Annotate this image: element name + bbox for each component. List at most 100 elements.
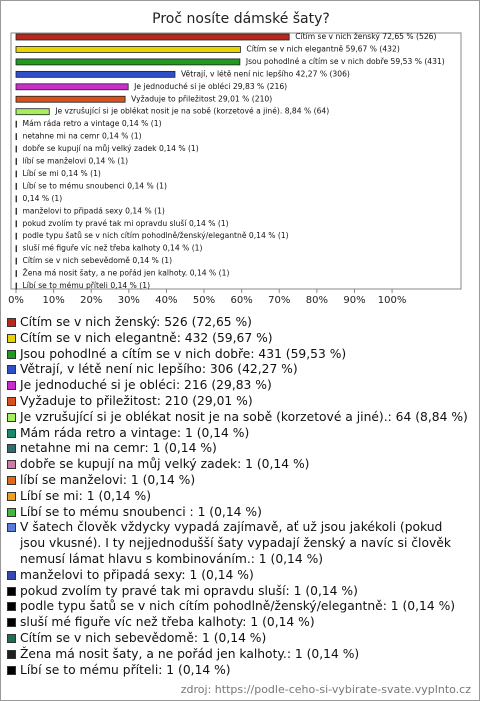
legend-label: líbí se manželovi: 1 (0,14 %) xyxy=(20,472,196,487)
bar-label: Je jednoduché si je obléci 29,83 % (216) xyxy=(133,82,287,91)
bar-value-label: 0,14 % (1) xyxy=(132,256,172,265)
bar-label: netahne mi na cemr 0,14 % (1) xyxy=(23,132,142,141)
bar-category: Líbí se mi xyxy=(23,169,59,178)
bar-category: Cítím se v nich sebevědomě xyxy=(23,256,131,265)
bar-category: netahne mi na cemr xyxy=(23,132,101,141)
bar-category: Větrají, v létě není nic lepšího xyxy=(181,69,294,78)
x-tick-label: 60% xyxy=(231,295,253,306)
legend-label: Cítím se v nich ženský: 526 (72,65 %) xyxy=(20,315,252,329)
legend-item: pokud zvolím ty pravé tak mi opravdu slu… xyxy=(7,584,469,600)
legend-item: Líbí se to mému snoubenci : 1 (0,14 %) xyxy=(7,505,469,521)
bar-category: Mám ráda retro a vintage xyxy=(23,119,120,128)
legend-item: líbí se manželovi: 1 (0,14 %) xyxy=(7,473,469,489)
bar-category: podle typu šatů se v nich cítím pohodlně… xyxy=(23,231,247,240)
bar-category: líbí se manželovi xyxy=(23,157,87,166)
legend-swatch xyxy=(7,460,16,470)
bar xyxy=(15,282,17,290)
legend-item: manželovi to připadá sexy: 1 (0,14 %) xyxy=(7,568,469,584)
legend-item: sluší mé figuře víc než třeba kalhoty: 1… xyxy=(7,615,469,631)
bar-value-label: 0,14 % (1) xyxy=(23,194,63,203)
bar-value-label: 0,14 % (1) xyxy=(125,206,165,215)
legend-label: Líbí se to mému příteli: 1 (0,14 %) xyxy=(20,662,231,677)
x-tick-label: 10% xyxy=(42,295,64,306)
legend-label: netahne mi na cemr: 1 (0,14 %) xyxy=(20,441,217,456)
x-tick-label: 30% xyxy=(118,295,140,306)
bar-label: sluší mé figuře víc než třeba kalhoty 0,… xyxy=(23,244,203,253)
bar xyxy=(15,195,17,203)
bar xyxy=(15,232,17,240)
bar xyxy=(15,182,17,190)
bar-label: Cítím se v nich sebevědomě 0,14 % (1) xyxy=(23,256,173,265)
bar-label: 0,14 % (1) xyxy=(23,194,63,203)
bar-value-label: 59,53 % (431) xyxy=(391,57,445,66)
legend-label: pokud zvolím ty pravé tak mi opravdu slu… xyxy=(20,583,358,598)
legend-swatch xyxy=(7,507,16,517)
bar-value-label: 0,14 % (1) xyxy=(102,132,142,141)
bar-value-label: 0,14 % (1) xyxy=(110,281,150,290)
bar-category: sluší mé figuře víc než třeba kalhoty xyxy=(23,244,161,253)
bar-category: dobře se kupují na můj velký zadek xyxy=(23,144,158,153)
legend-item: netahne mi na cemr: 1 (0,14 %) xyxy=(7,441,469,457)
bar xyxy=(15,158,17,165)
bar-value-label: 0,14 % (1) xyxy=(122,119,162,128)
bar-value-label: 0,14 % (1) xyxy=(249,231,289,240)
bar xyxy=(15,70,176,78)
bar-label: Vyžaduje to přiležitost 29,01 % (210) xyxy=(131,94,272,103)
x-tick-label: 80% xyxy=(306,295,328,306)
bar xyxy=(15,120,17,128)
legend-swatch xyxy=(7,618,16,628)
legend-swatch xyxy=(7,586,16,596)
bar xyxy=(15,220,17,228)
legend-label: Vyžaduje to přiležitost: 210 (29,01 %) xyxy=(20,393,253,408)
bar-value-label: 0,14 % (1) xyxy=(190,269,230,278)
legend-item: Líbí se to mému příteli: 1 (0,14 %) xyxy=(7,663,469,679)
bar-label: Líbí se to mému snoubenci 0,14 % (1) xyxy=(23,181,167,190)
bar-category: Cítím se v nich ženský xyxy=(295,32,380,41)
legend-swatch xyxy=(7,523,16,533)
legend-item: Žena má nosit šaty, a ne pořád jen kalho… xyxy=(7,647,469,663)
bar xyxy=(15,83,129,91)
bar xyxy=(15,170,17,178)
legend-swatch xyxy=(7,491,16,501)
bar-value-label: 8,84 % (64) xyxy=(285,107,330,116)
bar-label: Líbí se mi 0,14 % (1) xyxy=(23,169,101,178)
bar-value-label: 0,14 % (1) xyxy=(61,169,101,178)
legend-swatch xyxy=(7,633,16,643)
bar-value-label: 0,14 % (1) xyxy=(163,244,203,253)
bar xyxy=(15,46,241,53)
bar-category: Je vzrušující si je oblékat nosit je na … xyxy=(54,107,282,116)
legend-swatch xyxy=(7,396,16,406)
bar xyxy=(15,245,17,253)
legend-item: Větrají, v létě není nic lepšího: 306 (4… xyxy=(7,362,469,378)
bar-category: Je jednoduché si je obléci xyxy=(133,82,230,91)
bar-label: Je vzrušující si je oblékat nosit je na … xyxy=(54,107,329,116)
x-tick-label: 70% xyxy=(268,295,290,306)
legend-swatch xyxy=(7,665,16,675)
bar xyxy=(15,95,126,103)
bar-value-label: 29,01 % (210) xyxy=(218,94,272,103)
legend-swatch xyxy=(7,365,16,375)
legend-swatch xyxy=(7,318,16,327)
bar xyxy=(15,257,17,265)
legend-label: podle typu šatů se v nich cítím pohodlně… xyxy=(20,599,456,614)
legend-item: Cítím se v nich elegantně: 432 (59,67 %) xyxy=(7,331,469,347)
bar-category: Jsou pohodlné a cítím se v nich dobře xyxy=(245,57,389,66)
x-tick-label: 50% xyxy=(193,295,215,306)
bar-value-label: 0,14 % (1) xyxy=(189,219,229,228)
chart-title: Proč nosíte dámské šaty? xyxy=(152,11,330,27)
bar xyxy=(15,108,50,116)
legend-swatch xyxy=(7,349,16,359)
legend-label: Cítím se v nich sebevědomě: 1 (0,14 %) xyxy=(20,630,267,645)
bar-label: manželovi to připadá sexy 0,14 % (1) xyxy=(23,206,165,215)
legend-item: Jsou pohodlné a cítím se v nich dobře: 4… xyxy=(7,347,469,363)
bar xyxy=(15,133,17,141)
legend-item: Líbí se mi: 1 (0,14 %) xyxy=(7,489,469,505)
legend-item: Mám ráda retro a vintage: 1 (0,14 %) xyxy=(7,426,469,442)
legend-label: dobře se kupují na můj velký zadek: 1 (0… xyxy=(20,457,310,472)
bar-label: Jsou pohodlné a cítím se v nich dobře 59… xyxy=(245,57,445,66)
legend-label: Líbí se to mému snoubenci : 1 (0,14 %) xyxy=(20,504,262,519)
legend-label: Mám ráda retro a vintage: 1 (0,14 %) xyxy=(20,425,250,440)
legend-swatch xyxy=(7,602,16,612)
bar-label: Cítím se v nich elegantně 59,67 % (432) xyxy=(246,44,399,53)
